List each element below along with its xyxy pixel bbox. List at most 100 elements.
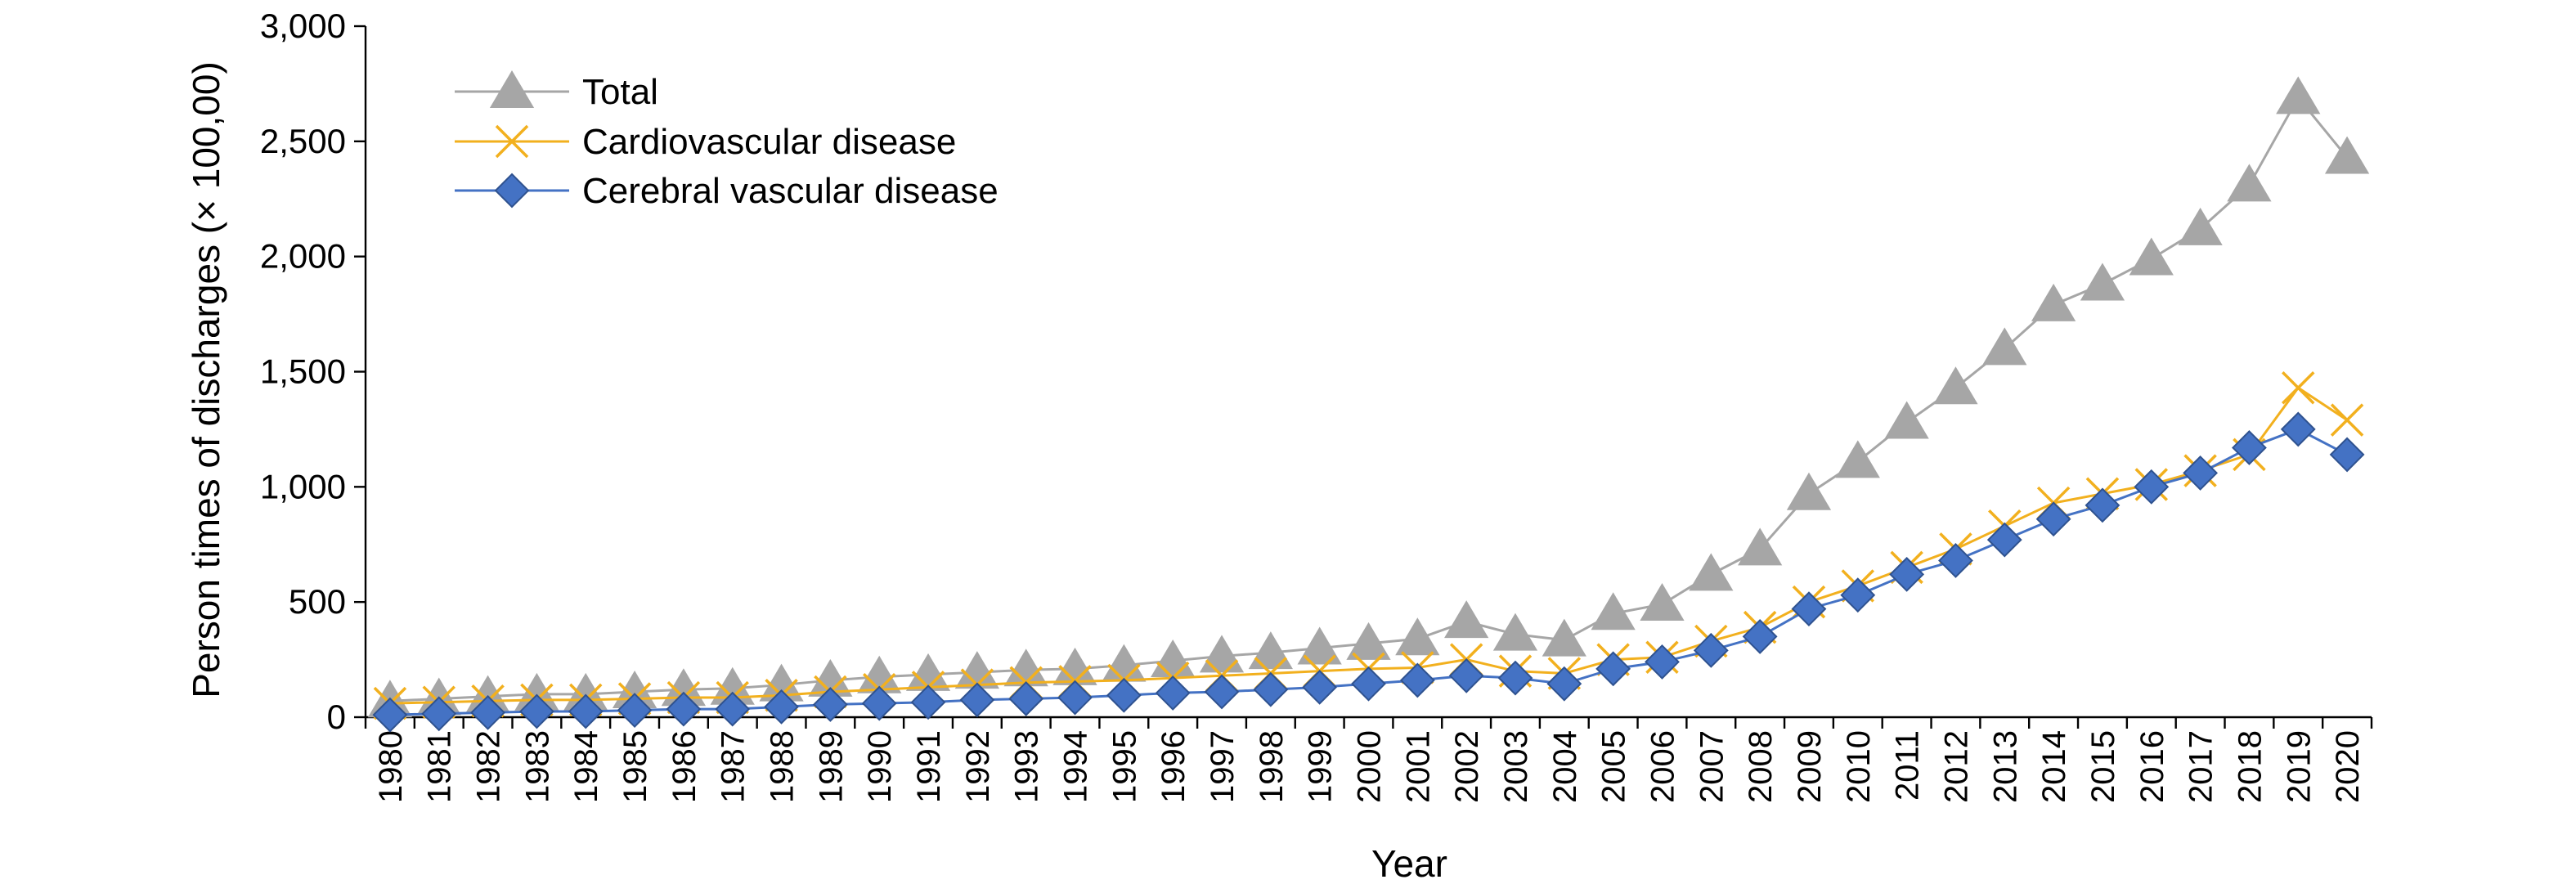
x-tick-label: 1983 [519,730,555,803]
data-point-total [2031,283,2076,321]
data-point-cardiovascular [2282,370,2315,405]
data-point-total [1884,401,1929,439]
data-point-cerebral [2183,455,2219,491]
x-tick-label: 1984 [568,730,604,803]
data-point-cerebral [1351,666,1386,702]
x-tick-label: 2006 [1645,730,1681,803]
data-point-cerebral [2232,430,2267,465]
x-tick-label: 2010 [1841,730,1877,803]
y-axis: 0 500 1,000 1,500 2,000 2,500 3,000 [260,7,367,736]
data-point-cerebral [1595,651,1631,687]
legend: Total Cardiovascular disease Cerebral va… [455,70,999,211]
x-tick-label: 2001 [1400,730,1436,803]
x-tick-label: 2015 [2085,730,2121,803]
y-axis-title: Person times of discharges (× 100,00) [185,61,227,698]
x-ticks: 1980 1981 1982 1983 1984 1985 1986 1987 1988 1989… [364,717,2373,803]
data-point-total [2324,136,2370,174]
data-point-cerebral [1057,680,1093,716]
series-total [367,76,2370,718]
data-point-cerebral [1693,632,1729,668]
data-point-cardiovascular [2330,403,2364,437]
x-tick-label: 2007 [1694,730,1730,803]
data-point-total [1248,631,1293,670]
data-point-cerebral [861,685,897,721]
legend-marker-shape [495,124,529,159]
y-tick-label: 500 [289,582,346,621]
x-tick-label: 1996 [1156,730,1192,803]
legend-marker-shape [489,70,535,108]
x-tick-label: 2014 [2036,730,2072,803]
data-point-total [1689,553,1734,591]
x-tick-label: 1998 [1254,730,1290,803]
x-tick-label: 2003 [1498,730,1534,803]
data-point-total [1395,617,1440,656]
data-point-cerebral [2035,501,2071,537]
data-point-total [2227,164,2272,202]
data-point-cerebral [1986,522,2022,558]
x-tick-label: 1982 [471,730,507,803]
y-tick-label: 0 [327,698,346,736]
x-tick-label: 1985 [617,730,653,803]
data-point-total [2080,263,2125,301]
x-tick-label: 1989 [813,730,849,803]
data-point-total [1591,592,1636,630]
x-tick-label: 2020 [2330,730,2366,803]
x-tick-label: 1992 [960,730,996,803]
legend-marker-shape [494,173,530,209]
data-point-cerebral [715,691,751,727]
x-tick-label: 1980 [373,730,409,803]
x-axis-title: Year [1371,842,1447,885]
data-point-cerebral [1889,556,1925,592]
x-tick-label: 1981 [422,730,458,803]
x-tick-label: 2002 [1449,730,1485,803]
data-point-cerebral [1253,671,1289,707]
y-tick-label: 3,000 [260,7,346,45]
data-point-total [2129,237,2174,276]
x-tick-label: 2004 [1547,730,1583,803]
series-cerebral [372,411,2365,733]
data-point-total [1640,582,1685,621]
data-point-cerebral [1938,543,1973,578]
legend-label-cardiovascular: Cardiovascular disease [582,122,956,162]
x-tick-label: 1994 [1058,730,1094,803]
x-tick-label: 2005 [1596,730,1632,803]
x-tick-label: 1995 [1106,730,1142,803]
x-tick-label: 2016 [2134,730,2170,803]
x-tick-label: 1987 [716,730,752,803]
x-tick-label: 2012 [1938,730,1974,803]
x-tick-label: 2009 [1792,730,1828,803]
data-point-cerebral [1008,681,1044,716]
x-tick-label: 1988 [765,730,801,803]
data-point-cerebral [372,697,408,733]
x-tick-label: 2019 [2281,730,2317,803]
legend-item-cardiovascular: Cardiovascular disease [455,122,956,162]
data-point-cerebral [1106,677,1142,713]
data-point-cerebral [1204,674,1240,710]
y-tick-label: 2,000 [260,237,346,276]
data-point-cerebral [1155,675,1191,711]
y-tick-label: 2,500 [260,122,346,160]
data-point-cerebral [1742,619,1778,654]
x-tick-label: 2013 [1987,730,2023,803]
data-point-cerebral [617,693,653,728]
data-point-total [1297,626,1342,665]
y-tick-label: 1,500 [260,352,346,391]
data-point-total [1933,366,1978,405]
data-point-cerebral [1448,657,1484,693]
x-tick-label: 1993 [1009,730,1045,803]
data-point-total [1346,622,1391,660]
x-tick-label: 1990 [862,730,898,803]
legend-label-total: Total [582,72,658,112]
data-point-cerebral [1546,666,1582,702]
data-point-cerebral [1645,644,1680,680]
data-point-cerebral [470,694,505,730]
data-point-total [1835,440,1880,478]
series-layer [367,76,2370,733]
data-point-cerebral [518,693,554,729]
legend-label-cerebral: Cerebral vascular disease [582,171,999,211]
data-point-cerebral [959,682,995,718]
data-point-cerebral [568,693,604,729]
data-point-cerebral [2085,487,2120,523]
legend-marker-cerebral-diamond-icon [494,173,530,209]
